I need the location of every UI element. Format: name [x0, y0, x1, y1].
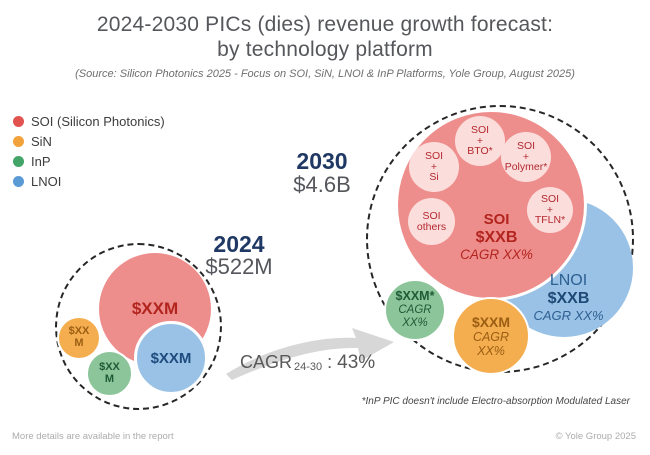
sub-bubble-line: +: [522, 150, 530, 163]
sub-bubble-line: +: [430, 160, 438, 173]
bubble-2030-soi-others: SOI others: [408, 198, 455, 245]
bubble-2024-inp-value-line2: M: [104, 372, 115, 385]
legend-label: LNOI: [31, 174, 62, 189]
bubble-2030-lnoi-label: LNOI $XXB CAGR XX%: [506, 272, 631, 324]
footnote: *InP PIC doesn't include Electro-absorpt…: [361, 396, 630, 407]
soi-legend-dot-icon: [13, 116, 24, 127]
sub-bubble-line: +: [546, 203, 554, 216]
total-2024-label: $522M: [205, 254, 273, 279]
legend-item-sin: SiN: [13, 134, 165, 149]
legend-label: SiN: [31, 134, 52, 149]
soi-value: $XXB: [475, 228, 518, 246]
bubble-2030-soi-si: SOI + Si: [409, 142, 459, 192]
sin-value: $XXM: [471, 313, 511, 330]
bubble-2030-soi-polymer: SOI + Polymer*: [501, 132, 551, 182]
lnoi-value: $XXB: [547, 289, 590, 307]
year-2030-label: 2030: [296, 148, 348, 174]
inp-cagr-line1: CAGR: [398, 304, 432, 317]
page-title-line1: 2024-2030 PICs (dies) revenue growth for…: [96, 13, 554, 36]
bubble-2024-lnoi-value: $XXM: [150, 349, 192, 367]
total-2030-label: $4.6B: [293, 172, 351, 197]
legend-label: SOI (Silicon Photonics): [31, 114, 165, 129]
inp-cagr-line2: XX%: [402, 316, 428, 329]
sin-cagr-line2: XX%: [477, 344, 505, 359]
cagr-subscript: 24-30: [294, 361, 323, 373]
sub-bubble-line: Polymer*: [504, 161, 548, 174]
footer-note: More details are available in the report: [12, 431, 174, 442]
legend-item-lnoi: LNOI: [13, 174, 165, 189]
bubble-2030-soi-bto: SOI + BTO*: [455, 116, 505, 166]
soi-cagr: CAGR XX%: [460, 246, 533, 262]
legend: SOI (Silicon Photonics) SiN InP LNOI: [13, 114, 165, 189]
sub-bubble-line: SOI: [470, 124, 490, 137]
bubble-2030-sin: $XXM CAGR XX%: [452, 297, 530, 375]
sub-bubble-line: BTO*: [467, 145, 493, 158]
cagr-value: 43%: [337, 352, 376, 373]
bubble-2024-inp: $XX M: [86, 350, 133, 397]
bubble-2030-soi-label: SOI $XXB CAGR XX%: [434, 211, 559, 263]
bubble-2024-sin: $XX M: [57, 316, 101, 360]
bubble-2030-inp: $XXM* CAGR XX%: [384, 279, 446, 341]
sub-bubble-line: SOI: [424, 150, 444, 163]
sub-bubble-line: Si: [429, 171, 439, 184]
sub-bubble-line: SOI: [540, 193, 560, 206]
bubble-2024-inp-value-line1: $XX: [99, 360, 120, 373]
lnoi-name: LNOI: [549, 272, 588, 289]
bubble-2024-soi-value: $XXM: [131, 299, 179, 318]
bubble-2030-soi-tfln: SOI + TFLN*: [527, 187, 573, 233]
sin-cagr-line1: CAGR: [472, 329, 510, 344]
sub-bubble-line: +: [476, 134, 484, 147]
lnoi-cagr: CAGR XX%: [533, 307, 604, 323]
sub-bubble-line: SOI: [422, 210, 441, 222]
sub-bubble-line: SOI: [516, 140, 536, 153]
bubble-2024-lnoi: $XXM: [134, 321, 208, 395]
cagr-prefix: CAGR: [240, 352, 293, 372]
bubble-2024-sin-value-line2: M: [74, 337, 84, 349]
bubble-2024-sin-value-line1: $XX: [68, 325, 90, 338]
cluster-2024-outline: [55, 243, 222, 410]
legend-label: InP: [31, 154, 51, 169]
growth-arrow-icon: [226, 328, 394, 380]
source-subtitle: (Source: Silicon Photonics 2025 - Focus …: [75, 67, 575, 80]
cagr-annotation: CAGR 24-30 : 43%: [240, 352, 375, 374]
header: 2024-2030 PICs (dies) revenue growth for…: [0, 13, 650, 80]
copyright: © Yole Group 2025: [555, 431, 636, 442]
year-2024-label: 2024: [213, 231, 265, 257]
inp-value: $XXM*: [395, 289, 435, 304]
lnoi-legend-dot-icon: [13, 176, 24, 187]
page-title-line2: by technology platform: [217, 37, 433, 61]
sub-bubble-line: others: [416, 220, 447, 233]
inp-legend-dot-icon: [13, 156, 24, 167]
sub-bubble-line: TFLN*: [534, 214, 566, 227]
soi-name: SOI: [483, 211, 510, 228]
sin-legend-dot-icon: [13, 136, 24, 147]
legend-item-inp: InP: [13, 154, 165, 169]
legend-item-soi: SOI (Silicon Photonics): [13, 114, 165, 129]
cagr-colon: :: [327, 352, 333, 372]
